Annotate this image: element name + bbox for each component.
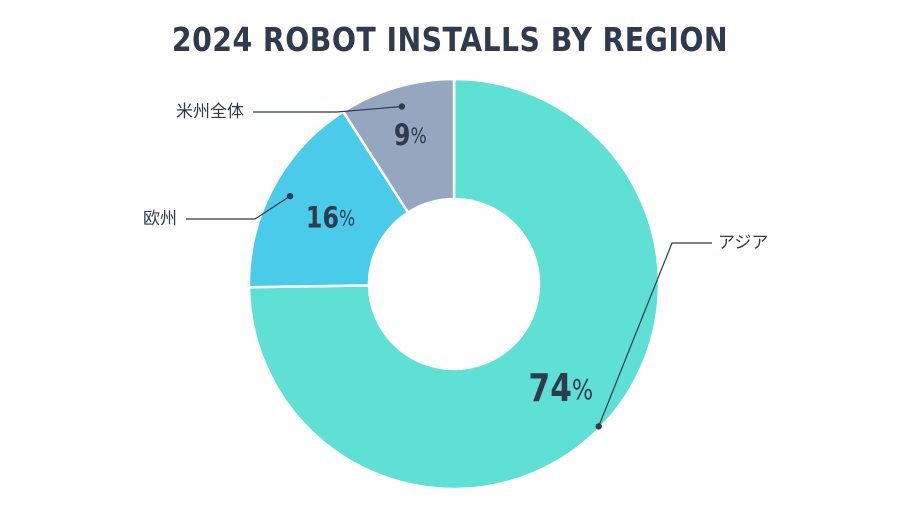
- percent-symbol: %: [339, 205, 355, 230]
- percent-symbol: %: [572, 373, 593, 405]
- callout-dot-europe: [286, 192, 294, 200]
- value-label-americas: 9%: [394, 118, 427, 152]
- callout-label-europe: 欧州: [143, 209, 177, 229]
- slice-americas: [341, 77, 456, 215]
- callout-line-asia: [598, 242, 712, 427]
- percent-symbol: %: [410, 123, 426, 148]
- callout-label-americas: 米州全体: [176, 102, 244, 122]
- slice-europe: [247, 109, 410, 289]
- value-label-europe: 16%: [306, 201, 355, 235]
- value-number: 9: [394, 118, 411, 152]
- value-number: 74: [529, 367, 572, 411]
- callout-dot-asia: [595, 423, 602, 430]
- callout-line-europe: [186, 195, 291, 220]
- callout-dot-americas: [398, 103, 406, 110]
- chart-title: 2024 ROBOT INSTALLS BY REGION: [171, 20, 729, 59]
- callout-label-asia: アジア: [718, 233, 768, 253]
- value-number: 16: [306, 201, 339, 235]
- value-label-asia: 74%: [529, 367, 594, 411]
- callout-line-americas: [253, 105, 402, 113]
- slice-asia: [247, 77, 661, 491]
